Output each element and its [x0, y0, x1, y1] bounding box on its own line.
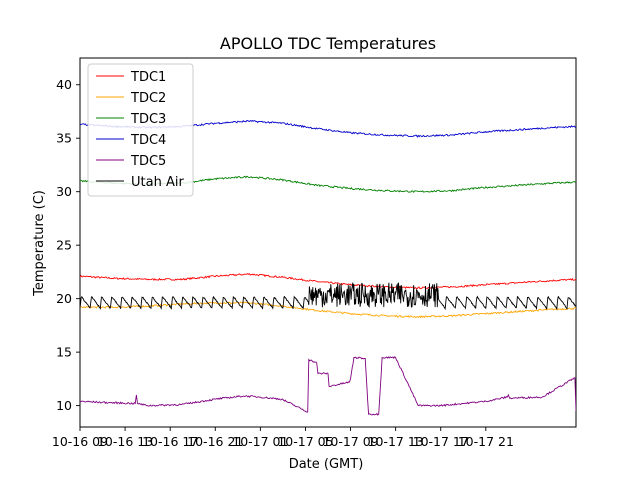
series-line-utah-air — [80, 282, 576, 311]
y-tick-label: 15 — [56, 345, 72, 360]
x-tick-label: 10-17 13 — [368, 434, 424, 449]
legend-label: Utah Air — [131, 175, 184, 190]
legend-label: TDC3 — [130, 112, 166, 127]
legend-label: TDC1 — [130, 70, 166, 85]
y-tick-label: 10 — [56, 398, 72, 413]
series-line-tdc2 — [80, 301, 576, 319]
x-tick-label: 10-17 05 — [277, 434, 333, 449]
y-tick-label: 40 — [56, 77, 72, 92]
x-axis-label: Date (GMT) — [289, 457, 364, 472]
x-tick-label: 10-16 17 — [142, 434, 198, 449]
x-tick-label: 10-16 09 — [52, 434, 108, 449]
x-tick-label: 10-17 01 — [232, 434, 288, 449]
x-tick-label: 10-16 21 — [187, 434, 243, 449]
series-line-tdc1 — [80, 273, 576, 290]
x-tick-label: 10-17 09 — [322, 434, 378, 449]
x-tick-label: 10-17 21 — [458, 434, 514, 449]
y-tick-label: 25 — [56, 238, 72, 253]
y-tick-label: 30 — [56, 184, 72, 199]
y-tick-label: 35 — [56, 131, 72, 146]
series-line-tdc5 — [80, 356, 576, 416]
x-tick-label: 10-16 13 — [97, 434, 153, 449]
legend-label: TDC4 — [130, 133, 166, 148]
legend-label: TDC2 — [130, 91, 166, 106]
legend: TDC1 TDC2 TDC3 TDC4 TDC5 Utah Air — [87, 63, 194, 197]
legend-label: TDC5 — [130, 154, 166, 169]
y-axis-label: Temperature (C) — [32, 190, 47, 297]
y-tick-label: 20 — [56, 291, 72, 306]
x-tick-label: 10-17 17 — [413, 434, 469, 449]
chart-title: APOLLO TDC Temperatures — [220, 34, 436, 53]
